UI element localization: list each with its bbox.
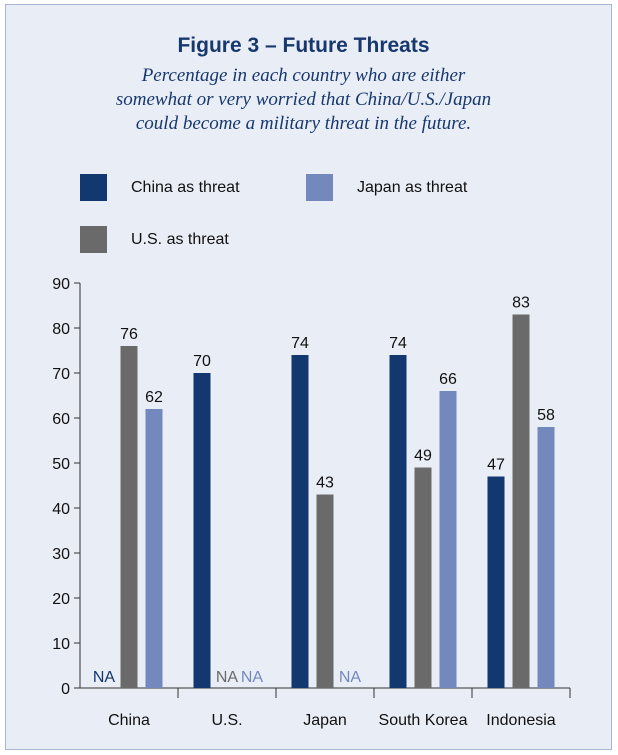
bar-value-label: 62 — [145, 389, 163, 406]
bar — [120, 346, 138, 688]
na-label: NA — [241, 669, 264, 686]
bar — [145, 409, 163, 688]
subtitle-line-3: could become a military threat in the fu… — [135, 113, 472, 134]
bar — [487, 476, 505, 688]
y-tick-label: 60 — [52, 411, 70, 428]
y-tick-label: 40 — [52, 501, 70, 518]
x-category-label: U.S. — [211, 712, 242, 729]
bar — [193, 373, 211, 688]
subtitle-line-1: Percentage in each country who are eithe… — [141, 65, 466, 86]
legend-label-us: U.S. as threat — [131, 230, 229, 248]
bar-value-label: 74 — [291, 335, 309, 352]
legend-label-china: China as threat — [131, 178, 240, 196]
x-category-label: South Korea — [379, 712, 468, 729]
y-tick-label: 10 — [52, 636, 70, 653]
legend-label-japan: Japan as threat — [357, 178, 468, 196]
y-tick-label: 0 — [61, 681, 70, 698]
bar-value-label: 58 — [537, 407, 555, 424]
x-category-label: Japan — [303, 712, 347, 729]
legend-swatch-china — [80, 174, 107, 201]
bar — [512, 314, 530, 688]
bar — [316, 494, 334, 688]
bar — [439, 391, 457, 688]
bar — [537, 427, 555, 688]
legend-item-us: U.S. as threat — [80, 226, 229, 253]
na-label: NA — [339, 669, 362, 686]
legend-swatch-japan — [306, 174, 333, 201]
y-tick-label: 50 — [52, 456, 70, 473]
bar — [389, 355, 407, 688]
y-tick-label: 70 — [52, 366, 70, 383]
bar-value-label: 76 — [120, 326, 138, 343]
na-label: NA — [216, 669, 239, 686]
y-tick-label: 80 — [52, 321, 70, 338]
x-category-label: China — [108, 712, 150, 729]
bar — [291, 355, 309, 688]
bar-value-label: 70 — [193, 353, 211, 370]
legend-item-japan: Japan as threat — [306, 174, 467, 201]
bar-value-label: 49 — [414, 448, 432, 465]
chart-title: Figure 3 – Future Threats — [177, 34, 430, 57]
legend-swatch-us — [80, 226, 107, 253]
na-label: NA — [93, 669, 116, 686]
bar-value-label: 74 — [389, 335, 407, 352]
bar-value-label: 43 — [316, 475, 334, 492]
subtitle-line-2: somewhat or very worried that China/U.S.… — [115, 89, 492, 110]
y-tick-label: 90 — [52, 276, 70, 293]
bar — [414, 467, 432, 688]
legend-item-china: China as threat — [80, 174, 240, 201]
x-category-label: Indonesia — [486, 712, 555, 729]
y-tick-label: 20 — [52, 591, 70, 608]
bar-value-label: 83 — [512, 295, 530, 312]
bar-value-label: 47 — [487, 457, 505, 474]
bar-value-label: 66 — [439, 371, 457, 388]
chart-subtitle: Percentage in each country who are eithe… — [70, 64, 537, 136]
y-tick-label: 30 — [52, 546, 70, 563]
